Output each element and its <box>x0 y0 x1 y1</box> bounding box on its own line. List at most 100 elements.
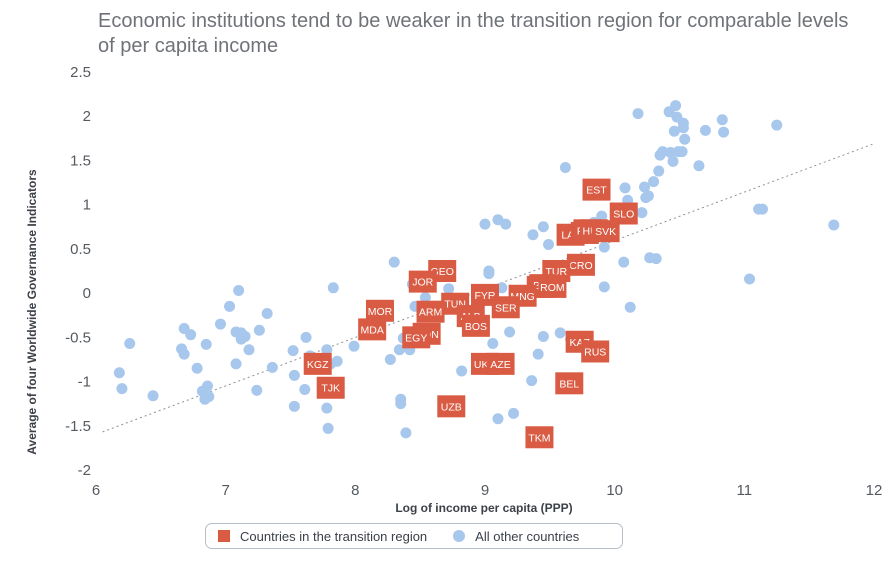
other-country-point <box>443 283 455 295</box>
other-country-point <box>400 427 412 439</box>
transition-country-square <box>365 299 394 322</box>
other-country-point <box>500 218 512 230</box>
other-country-point <box>113 367 125 379</box>
y-axis-title: Average of four Worldwide Governance Ind… <box>25 169 39 455</box>
y-tick-label: 0 <box>83 285 91 302</box>
transition-country-label: EGY <box>405 332 427 344</box>
other-country-point <box>598 241 610 253</box>
other-country-point <box>224 300 236 312</box>
other-country-point <box>537 221 549 233</box>
other-country-point <box>744 273 756 285</box>
other-country-point <box>653 165 665 177</box>
other-country-point <box>532 348 544 360</box>
transition-country-marker: MDA <box>358 318 387 341</box>
legend-item-transition: Countries in the transition region <box>218 529 427 544</box>
other-country-point <box>239 330 251 342</box>
x-tick-label: 10 <box>606 482 623 499</box>
other-country-point <box>771 119 783 131</box>
other-country-point <box>300 331 312 343</box>
other-country-point <box>828 219 840 231</box>
transition-country-square <box>591 220 620 243</box>
transition-country-label: MDA <box>361 324 384 336</box>
other-country-point <box>185 329 197 341</box>
other-country-point <box>202 380 214 392</box>
legend-square-marker <box>218 530 230 542</box>
transition-country-marker: ARM <box>416 300 445 323</box>
other-country-point <box>178 348 190 360</box>
transition-country-marker: AZE <box>486 352 515 375</box>
transition-country-label: JOR <box>412 277 433 289</box>
transition-country-marker: SVK <box>591 220 620 243</box>
transition-country-marker: TJK <box>316 376 345 399</box>
other-country-point <box>331 355 343 367</box>
x-tick-label: 12 <box>866 482 883 499</box>
legend: Countries in the transition region All o… <box>205 523 623 549</box>
y-axis-ticks: 2.5 2 1.5 1 0.5 0 -0.5 -1 -1.5 -2 <box>65 64 91 479</box>
other-country-point <box>348 340 360 352</box>
other-country-point <box>679 133 691 145</box>
transition-country-marker: UZB <box>437 395 466 418</box>
other-country-point <box>299 384 311 396</box>
y-tick-label: -1.5 <box>65 418 91 435</box>
transition-country-label: BEL <box>559 378 579 390</box>
other-country-point <box>233 284 245 296</box>
other-country-point <box>322 422 334 434</box>
y-tick-label: 2.5 <box>70 64 91 81</box>
transition-country-label: TKM <box>528 432 550 444</box>
other-country-point <box>321 402 333 414</box>
chart-title: Economic institutions tend to be weaker … <box>98 10 849 57</box>
transition-country-square <box>555 372 584 395</box>
transition-country-square <box>566 253 595 276</box>
transition-country-label: FYR <box>475 290 496 302</box>
other-country-point <box>618 256 630 268</box>
other-country-point <box>479 218 491 230</box>
other-country-point <box>527 229 539 241</box>
x-tick-label: 7 <box>221 482 229 499</box>
x-tick-label: 9 <box>481 482 489 499</box>
transition-country-square <box>461 314 490 337</box>
transition-country-marker: BOS <box>461 314 490 337</box>
transition-country-square <box>609 202 638 225</box>
other-country-point <box>483 268 495 280</box>
transition-country-label: RUS <box>584 346 606 358</box>
transition-country-label: SLO <box>613 209 634 221</box>
transition-country-marker: JOR <box>408 270 437 293</box>
transition-country-square <box>303 352 332 375</box>
transition-country-square <box>581 340 610 363</box>
other-country-point <box>287 345 299 357</box>
other-country-point <box>648 176 660 188</box>
other-country-point <box>642 190 654 202</box>
other-country-point <box>393 344 405 356</box>
transition-country-square <box>416 300 445 323</box>
other-country-point <box>667 155 679 167</box>
other-country-point <box>619 182 631 194</box>
transition-country-square <box>402 326 431 349</box>
other-country-point <box>543 238 555 250</box>
other-country-point <box>693 160 705 172</box>
y-tick-label: -2 <box>78 462 91 479</box>
transition-country-square <box>486 352 515 375</box>
other-country-point <box>716 114 728 126</box>
other-country-point <box>636 207 648 219</box>
other-country-point <box>261 307 273 319</box>
transition-country-label: ROM <box>540 282 565 294</box>
other-country-point <box>203 391 215 403</box>
legend-label-other: All other countries <box>475 528 580 544</box>
transition-country-label: CRO <box>569 260 592 272</box>
x-tick-label: 6 <box>92 482 100 499</box>
other-country-point <box>492 413 504 425</box>
other-country-point <box>288 400 300 412</box>
transition-country-marker: CRO <box>566 253 595 276</box>
x-tick-label: 8 <box>351 482 359 499</box>
transition-country-marker: TKM <box>525 426 554 449</box>
other-country-point <box>243 344 255 356</box>
transition-country-square <box>358 318 387 341</box>
other-country-point <box>670 100 682 112</box>
other-country-point <box>200 338 212 350</box>
transition-country-square <box>316 376 345 399</box>
transition-country-marker: RUS <box>581 340 610 363</box>
other-country-point <box>537 330 549 342</box>
other-country-point <box>384 353 396 365</box>
other-country-point <box>116 383 128 395</box>
transition-country-square <box>525 426 554 449</box>
